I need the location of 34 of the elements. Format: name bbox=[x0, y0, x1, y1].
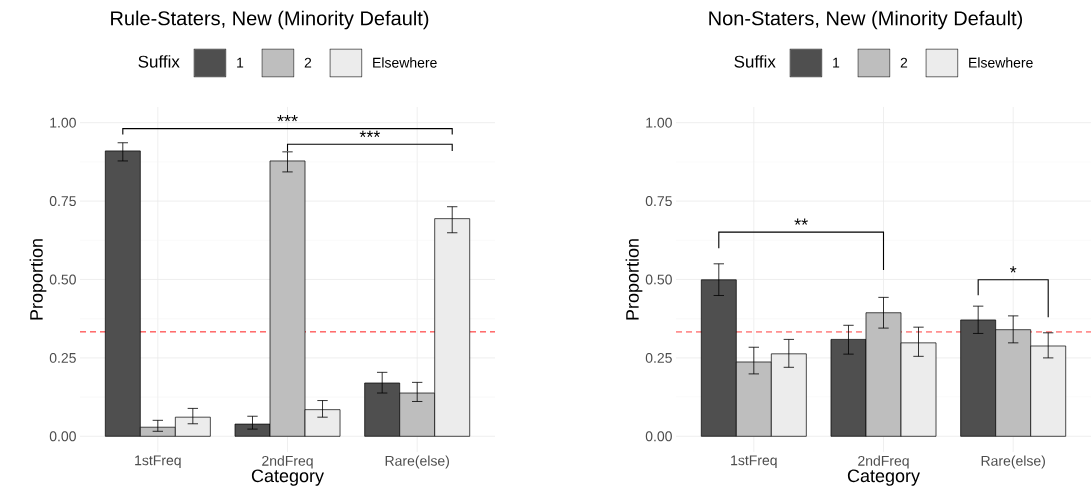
y-axis-title: Proportion bbox=[625, 239, 643, 320]
x-tick-label: Rare(else) bbox=[981, 455, 1045, 469]
legend-label: Elsewhere bbox=[373, 57, 437, 68]
x-tick-label: 1stFreq bbox=[135, 455, 181, 469]
y-tick-label: 0.00 bbox=[49, 431, 76, 442]
legend-label: 1 bbox=[833, 57, 840, 68]
y-tick-label: 1.00 bbox=[646, 117, 672, 128]
x-tick-label: Rare(else) bbox=[385, 455, 449, 469]
legend-label: 2 bbox=[900, 57, 908, 68]
y-tick-label: 1.00 bbox=[50, 117, 76, 128]
legend-label: Elsewhere bbox=[969, 57, 1033, 68]
x-tick-label: 2ndFreq bbox=[858, 455, 909, 469]
annotation: ** bbox=[794, 218, 808, 225]
annotation: * bbox=[1009, 266, 1017, 273]
chart-title: Non-Staters, New (Minority Default) bbox=[709, 10, 1023, 30]
y-tick-label: 0.50 bbox=[645, 274, 672, 285]
y-tick-label: 0.75 bbox=[645, 196, 672, 207]
annotation: *** bbox=[359, 130, 381, 138]
y-tick-label: 0.25 bbox=[645, 352, 672, 363]
legend-label: 2 bbox=[304, 57, 312, 68]
legend-label: 1 bbox=[237, 57, 244, 68]
y-tick-label: 0.75 bbox=[49, 196, 76, 207]
annotation: *** bbox=[277, 115, 298, 122]
x-axis-title: Category bbox=[251, 469, 324, 486]
legend-title: Suffix bbox=[138, 55, 180, 68]
x-tick-label: 2ndFreq bbox=[262, 455, 313, 469]
y-tick-label: 0.50 bbox=[49, 274, 76, 285]
x-tick-label: 1stFreq bbox=[731, 455, 777, 469]
chart-title: Rule-Staters, New (Minority Default) bbox=[111, 10, 429, 30]
x-axis-title: Category bbox=[847, 469, 920, 486]
y-tick-label: 0.25 bbox=[49, 352, 76, 363]
y-axis-title: Proportion bbox=[29, 239, 47, 320]
y-tick-label: 0.00 bbox=[645, 431, 672, 442]
legend-title: Suffix bbox=[734, 55, 776, 68]
